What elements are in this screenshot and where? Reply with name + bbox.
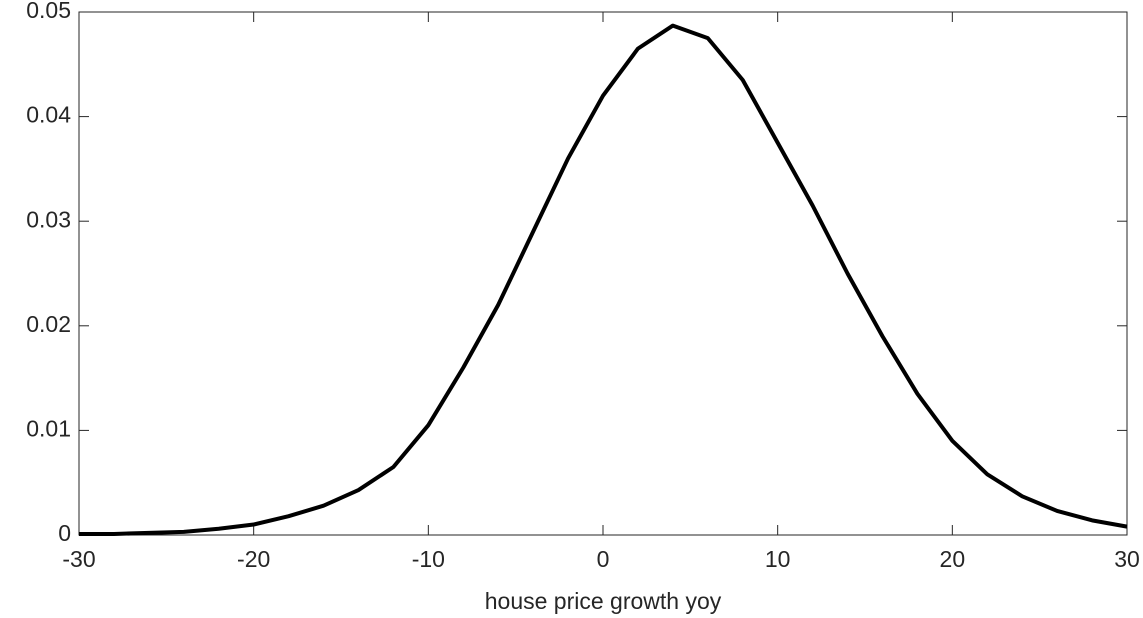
y-tick-label: 0.01 <box>26 415 71 441</box>
line-series <box>79 23 1128 536</box>
y-tick-label: 0.04 <box>26 102 71 128</box>
x-tick-label: -10 <box>412 546 445 572</box>
y-tick-label: 0.03 <box>26 206 71 232</box>
x-tick-label: 0 <box>597 546 610 572</box>
x-axis-label: house price growth yoy <box>485 588 722 614</box>
x-tick-label: -20 <box>237 546 270 572</box>
x-tick-label: -30 <box>62 546 95 572</box>
x-tick-label: 20 <box>940 546 966 572</box>
y-tick-label: 0 <box>58 520 71 546</box>
y-tick-label: 0.05 <box>26 0 71 23</box>
x-tick-label: 30 <box>1114 546 1140 572</box>
y-tick-label: 0.02 <box>26 311 71 337</box>
x-tick-label: 10 <box>765 546 791 572</box>
